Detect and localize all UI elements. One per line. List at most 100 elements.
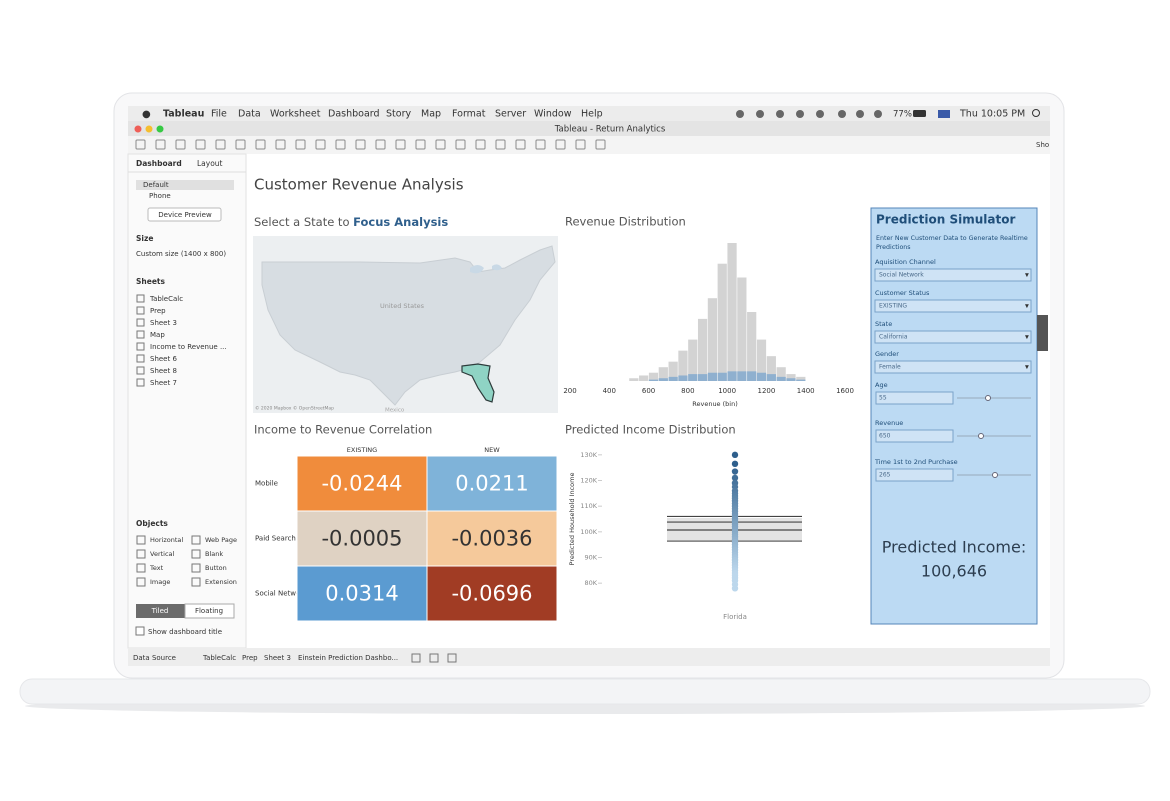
checkbox[interactable] [135, 626, 145, 636]
toolbar-button[interactable] [535, 139, 546, 150]
toolbar-button[interactable] [435, 139, 446, 150]
histogram-bar [786, 374, 796, 381]
histogram-bar [707, 372, 718, 381]
point [731, 451, 739, 459]
histogram-bar [717, 372, 727, 381]
point [731, 474, 739, 482]
device-preview-button[interactable] [147, 207, 222, 222]
minimize-button[interactable] [145, 125, 153, 133]
section-heading: Objects [136, 519, 168, 528]
dropdown[interactable] [874, 360, 1032, 374]
toolbar-button[interactable] [175, 139, 186, 150]
layout-mode-floating[interactable] [184, 603, 235, 619]
histogram-bar [629, 378, 639, 381]
size-dropdown: Custom size (1400 x 800) [136, 250, 226, 258]
heatmap-cell[interactable] [296, 565, 428, 622]
toolbar-button[interactable] [355, 139, 366, 150]
new-sheet-button[interactable] [411, 653, 421, 663]
slider-knob[interactable] [992, 472, 998, 478]
toolbar-button[interactable] [255, 139, 266, 150]
toolbar-button[interactable] [515, 139, 526, 150]
slider-knob[interactable] [978, 433, 984, 439]
result-label: Predicted Income: [882, 538, 1026, 557]
slider-knob[interactable] [985, 395, 991, 401]
toolbar-button[interactable] [295, 139, 306, 150]
object-icon [191, 563, 201, 573]
histogram-bar [727, 243, 737, 381]
apple-menu: ● [142, 109, 151, 120]
toolbar-button[interactable] [475, 139, 486, 150]
section-heading: Sheets [136, 277, 165, 286]
new-sheet-button[interactable] [447, 653, 457, 663]
dropdown-arrow: ▼ [1025, 335, 1029, 341]
great-lakes [470, 264, 502, 274]
menu-item: Story [386, 109, 411, 120]
toolbar-button[interactable] [215, 139, 226, 150]
toolbar-button[interactable] [195, 139, 206, 150]
close-button[interactable] [134, 125, 142, 133]
heatmap-cell[interactable] [426, 455, 558, 512]
layout-mode-label: Floating [195, 607, 223, 615]
toolbar-button[interactable] [395, 139, 406, 150]
toolbar-button[interactable] [555, 139, 566, 150]
histogram-bar [737, 277, 747, 381]
histogram-bar [747, 371, 757, 381]
histogram-bar [717, 263, 727, 381]
object-icon [191, 549, 201, 559]
histogram-bar [697, 318, 708, 381]
dropdown[interactable] [874, 299, 1032, 313]
toolbar-button[interactable] [455, 139, 466, 150]
slider-input[interactable] [875, 468, 954, 482]
heatmap-cell[interactable] [426, 565, 558, 622]
heatmap-cell[interactable] [426, 510, 558, 567]
row-header: Mobile [255, 480, 278, 488]
toolbar-button[interactable] [135, 139, 146, 150]
dropdown[interactable] [874, 330, 1032, 344]
toolbar-button[interactable] [595, 139, 606, 150]
toolbar-button[interactable] [155, 139, 166, 150]
search-icon [1032, 109, 1040, 117]
sheet-icon [136, 330, 145, 339]
map-label: United States [380, 302, 425, 310]
toolbar-button[interactable] [335, 139, 346, 150]
laptop-base [19, 678, 1151, 705]
device-item: Phone [149, 192, 171, 200]
dropdown[interactable] [874, 268, 1032, 282]
toolbar-button[interactable] [415, 139, 426, 150]
toolbar-button[interactable] [315, 139, 326, 150]
layout-mode-label: Tiled [151, 607, 169, 615]
cell-label: 0.0314 [325, 582, 398, 606]
histogram-bar [688, 339, 698, 381]
slider-label: Revenue [875, 419, 903, 427]
y-tick-label: 130K [580, 451, 597, 459]
toolbar-button[interactable] [275, 139, 286, 150]
slider-label: Age [875, 381, 888, 389]
slider-value: 650 [879, 433, 891, 440]
slider-input[interactable] [875, 391, 954, 405]
panel-handle[interactable] [1037, 315, 1048, 351]
zoom-button[interactable] [156, 125, 164, 133]
device-selected [136, 180, 234, 190]
y-tick-label: 80K [584, 579, 597, 587]
toolbar-button[interactable] [575, 139, 586, 150]
dropdown-arrow: ▼ [1025, 304, 1029, 310]
menu-item: Help [581, 109, 603, 120]
toolbar-button[interactable] [235, 139, 246, 150]
object-item: Text [149, 564, 164, 572]
florida[interactable] [461, 363, 495, 403]
toolbar-button[interactable] [375, 139, 386, 150]
slider-input[interactable] [875, 429, 954, 443]
battery-level: 77% [893, 110, 912, 120]
new-sheet-button[interactable] [429, 653, 439, 663]
x-tick-label: 1000 [718, 387, 736, 395]
x-tick-label: 1400 [797, 387, 815, 395]
y-tick-label: 100K [580, 528, 597, 536]
layout-mode-tiled[interactable] [136, 604, 185, 618]
histogram-bar [747, 312, 757, 381]
chart-title: Predicted Income Distribution [565, 423, 736, 437]
histogram-bar [766, 374, 776, 381]
sheet-icon [136, 378, 145, 387]
category-label: Florida [723, 613, 747, 621]
toolbar-button[interactable] [495, 139, 506, 150]
